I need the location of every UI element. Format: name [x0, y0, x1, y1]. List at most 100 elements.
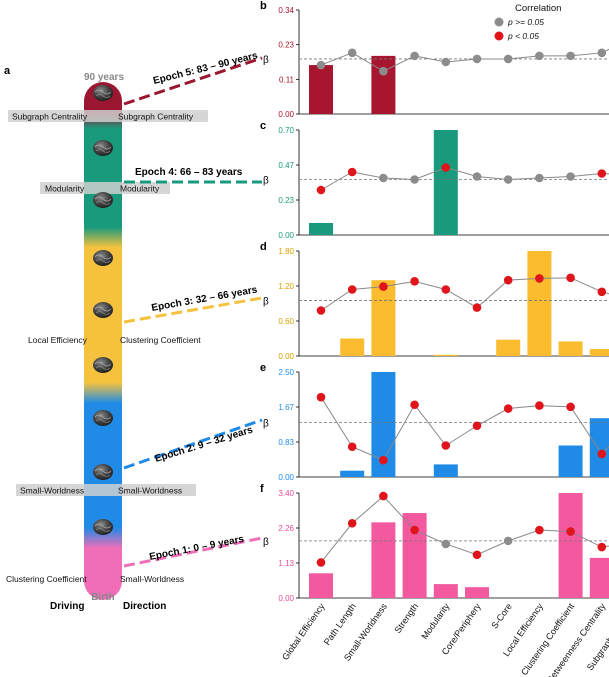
epoch5-label: Epoch 5: 83 – 90 years — [152, 50, 259, 87]
correlation-line-b — [320, 48, 609, 72]
correlation-point-f-3 — [410, 525, 419, 535]
correlation-point-e-5 — [472, 421, 482, 431]
legend-label-sig: p < 0.05 — [507, 31, 539, 41]
bar-e-4 — [433, 464, 458, 477]
x-category-label: Strength — [393, 601, 421, 635]
bar-d-7 — [527, 251, 552, 356]
bar-d-4 — [433, 354, 458, 356]
bar-c-0 — [309, 223, 333, 235]
y-tick-label: 1.13 — [278, 559, 294, 568]
x-category-label: Betweenness Centrality — [545, 601, 608, 677]
correlation-point-c-9 — [597, 169, 607, 178]
panel-label-b: b — [260, 0, 267, 12]
brain-icon — [93, 302, 113, 318]
y-axis-label: β — [263, 418, 269, 429]
y-tick-label: 0.34 — [278, 6, 294, 15]
correlation-point-e-6 — [503, 404, 513, 413]
correlation-point-b-4 — [441, 57, 451, 67]
y-axis-label: β — [263, 176, 269, 187]
bar-d-2 — [371, 280, 396, 356]
correlation-point-e-9 — [597, 449, 607, 459]
correlation-point-c-5 — [472, 172, 482, 181]
y-axis-label: β — [263, 55, 269, 66]
y-tick-label: 0.23 — [278, 196, 294, 205]
correlation-point-e-0 — [316, 392, 326, 402]
correlation-point-c-2 — [379, 173, 388, 183]
bar-f-8 — [558, 493, 583, 598]
boundary-left-modularity: Modularity — [45, 184, 85, 194]
direction-header: Direction — [123, 601, 166, 612]
boundary-right-smallworld: Small-Worldness — [118, 486, 182, 496]
y-axis-label: β — [263, 537, 269, 548]
correlation-point-c-0 — [316, 185, 326, 195]
epoch3-label: Epoch 3: 32 – 66 years — [151, 284, 259, 314]
y-tick-label: 0.00 — [278, 352, 294, 361]
correlation-point-b-2 — [379, 66, 388, 76]
timeline-bottom-label: Birth — [91, 592, 114, 603]
y-tick-label: 0.00 — [278, 473, 294, 482]
bar-f-0 — [309, 573, 333, 598]
x-category-label: Path Length — [322, 601, 358, 647]
y-tick-label: 0.00 — [278, 231, 294, 240]
bar-d-8 — [558, 341, 583, 356]
correlation-point-e-8 — [566, 402, 575, 412]
correlation-point-f-5 — [472, 550, 482, 560]
correlation-point-c-7 — [535, 173, 544, 183]
brain-icon — [93, 464, 113, 480]
correlation-point-b-3 — [410, 51, 419, 61]
boundary-bar-modularity — [40, 182, 170, 194]
bar-f-4 — [433, 584, 458, 598]
y-tick-label: 1.67 — [278, 403, 294, 412]
x-category-label: Modularity — [419, 601, 451, 641]
chart-panel-e: e 0.00 0.83 1.67 2.50 β — [260, 362, 609, 482]
correlation-point-c-1 — [347, 167, 357, 177]
legend-marker-ns — [494, 17, 504, 27]
y-tick-label: 0.70 — [278, 126, 294, 135]
y-tick-label: 0.83 — [278, 438, 294, 447]
panel-label-d: d — [260, 241, 267, 253]
bar-f-2 — [371, 522, 396, 598]
correlation-point-f-8 — [566, 527, 575, 536]
correlation-point-c-6 — [503, 175, 513, 184]
y-tick-label: 0.11 — [279, 75, 295, 84]
legend-title: Correlation — [515, 3, 561, 14]
x-category-label: Clustering Coefficient — [519, 601, 576, 677]
panel-label-e: e — [260, 362, 266, 374]
correlation-point-f-0 — [316, 558, 326, 567]
bar-b-2 — [371, 55, 396, 114]
brain-icon — [93, 140, 113, 156]
correlation-point-b-1 — [347, 48, 357, 58]
x-category-label: Global Efficiency — [280, 601, 327, 662]
boundary-bar-smallworld — [16, 484, 196, 496]
y-tick-label: 0.00 — [278, 110, 294, 119]
panel-label-a: a — [4, 65, 11, 77]
correlation-line-d — [320, 277, 609, 311]
y-tick-label: 2.26 — [278, 524, 294, 533]
correlation-point-e-1 — [347, 442, 357, 452]
correlation-point-e-2 — [379, 455, 388, 465]
bar-d-9 — [589, 349, 609, 356]
correlation-line-c — [320, 166, 609, 191]
correlation-point-d-2 — [379, 282, 388, 291]
correlation-point-e-4 — [441, 441, 451, 450]
correlation-point-c-3 — [410, 175, 419, 184]
y-tick-label: 1.80 — [278, 247, 294, 256]
correlation-point-d-8 — [566, 273, 575, 283]
y-tick-label: 0.60 — [278, 317, 294, 326]
epoch2-connector — [123, 418, 263, 470]
bar-e-8 — [558, 445, 583, 477]
legend-marker-sig — [494, 31, 504, 41]
correlation-point-b-9 — [597, 48, 607, 58]
boundary-left-subgraph: Subgraph Centrality — [12, 112, 88, 122]
brain-icon — [93, 410, 113, 426]
legend: Correlation p >= 0.05 p < 0.05 — [494, 3, 561, 41]
brain-images — [93, 85, 113, 535]
y-axis-label: β — [263, 297, 269, 308]
epoch1-connector — [123, 536, 263, 568]
y-tick-label: 2.50 — [278, 368, 294, 377]
bar-c-4 — [433, 130, 458, 235]
chart-panel-f: f 0.00 1.13 2.26 3.40 β — [260, 483, 609, 603]
y-tick-label: 0.23 — [278, 41, 294, 50]
correlation-point-e-3 — [410, 400, 419, 410]
